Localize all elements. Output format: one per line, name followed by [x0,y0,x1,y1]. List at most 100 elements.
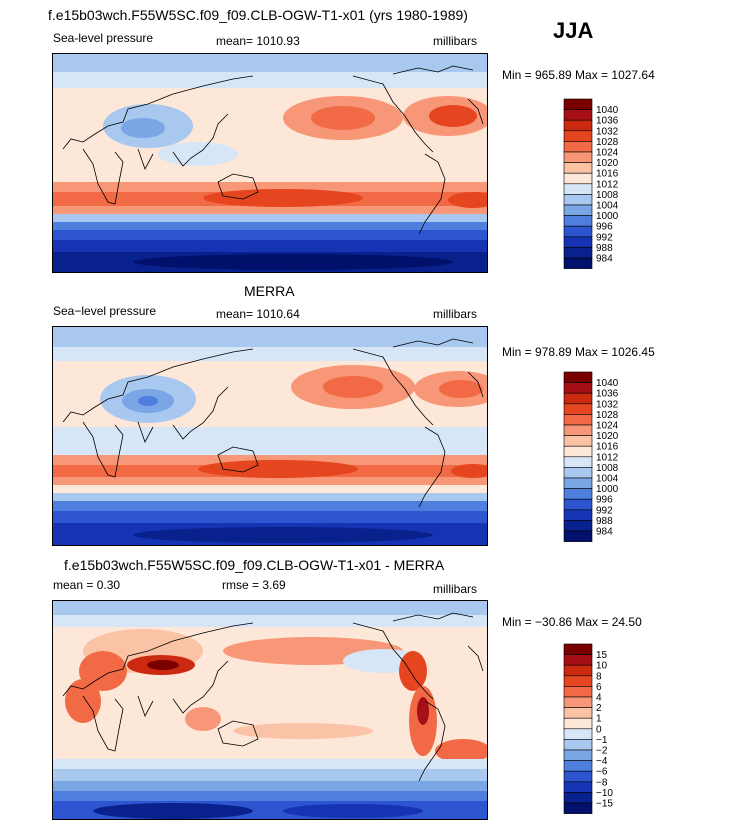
colorbar-swatch [563,382,593,394]
colorbar-tick-label: 1000 [596,484,619,495]
panel1-units: millibars [433,34,478,48]
panel3-rmse: rmse = 3.69 [222,578,286,592]
colorbar-tick-label: −2 [596,746,608,757]
colorbar-swatch [563,236,593,248]
colorbar-tick-label: 1020 [596,431,619,442]
colorbar-tick-label: 1024 [596,421,619,432]
colorbar-swatch [563,654,593,666]
colorbar-tick-label: 1016 [596,442,619,453]
colorbar-swatch [563,414,593,426]
panel1-colorbar-svg: 1040103610321028102410201016101210081004… [563,98,619,269]
colorbar-tick-label: 988 [596,243,613,254]
colorbar-tick-label: 1004 [596,474,619,485]
colorbar-swatch [563,257,593,269]
colorbar-swatch [563,498,593,511]
colorbar-tick-label: 1012 [596,452,619,463]
colorbar-tick-label: 984 [596,527,613,538]
panel3-minmax: Min = −30.86 Max = 24.50 [502,615,642,629]
colorbar-tick-label: 1016 [596,169,619,180]
colorbar-tick-label: 992 [596,232,613,243]
colorbar-tick-label: 984 [596,254,613,265]
colorbar-swatch [563,392,593,405]
colorbar-swatch [563,770,593,783]
colorbar-tick-label: 1032 [596,126,619,137]
colorbar-swatch [563,728,593,740]
colorbar-tick-label: 1040 [596,378,619,389]
colorbar-swatch [563,424,593,436]
colorbar-tick-label: 1008 [596,190,619,201]
colorbar-swatch [563,792,593,804]
colorbar-swatch [563,204,593,216]
colorbar-swatch [563,162,593,174]
colorbar-swatch [563,151,593,163]
colorbar-swatch [563,802,593,814]
colorbar-swatch [563,119,593,132]
panel2-colorbar-svg: 1040103610321028102410201016101210081004… [563,371,619,542]
colorbar-tick-label: 1008 [596,463,619,474]
colorbar-swatch [563,509,593,521]
colorbar-tick-label: 1020 [596,158,619,169]
colorbar-swatch [563,225,593,238]
panel1-title: f.e15b03wch.F55W5SC.f09_f09.CLB-OGW-T1-x… [48,7,468,23]
colorbar-tick-label: −4 [596,756,608,767]
panel3-colorbar: 15 10 8 6 4 2 1 0 −1 −2 −4 −6 −8 −10 −15 [563,643,643,815]
panel2-minmax: Min = 978.89 Max = 1026.45 [502,345,655,359]
colorbar-swatch [563,172,593,185]
colorbar-swatch [563,781,593,793]
colorbar-swatch [563,530,593,542]
colorbar-tick-label: 992 [596,505,613,516]
panel1-colorbar: 1040 1036 1032 1028 1024 1020 1016 1012 1008 1004… [563,98,643,270]
colorbar-tick-label: −10 [596,788,613,799]
colorbar-swatch [563,717,593,730]
colorbar-swatch [563,749,593,761]
colorbar-tick-label: 10 [596,661,608,672]
colorbar-swatch [563,141,593,153]
colorbar-tick-label: 1036 [596,116,619,127]
panel2-title: MERRA [244,283,295,299]
colorbar-swatch [563,247,593,259]
colorbar-tick-label: 1004 [596,201,619,212]
panel3-units: millibars [433,582,478,596]
colorbar-swatch [563,643,593,655]
colorbar-tick-label: 6 [596,682,602,693]
colorbar-tick-label: −6 [596,767,608,778]
colorbar-swatch [563,403,593,415]
colorbar-swatch [563,130,593,142]
colorbar-tick-label: 1 [596,714,602,725]
panel2-colorbar: 1040 1036 1032 1028 1024 1020 1016 1012 1008 1004… [563,371,643,543]
colorbar-swatch [563,739,593,751]
panel1-mean: mean= 1010.93 [216,34,300,48]
colorbar-swatch [563,456,593,468]
colorbar-tick-label: 8 [596,671,602,682]
colorbar-swatch [563,664,593,677]
colorbar-tick-label: 0 [596,724,602,735]
colorbar-swatch [563,520,593,532]
colorbar-tick-label: 1000 [596,211,619,222]
colorbar-swatch [563,435,593,447]
colorbar-swatch [563,215,593,227]
colorbar-swatch [563,760,593,772]
panel3-map-svg [53,601,487,819]
colorbar-swatch [563,488,593,500]
colorbar-tick-label: 1040 [596,105,619,116]
colorbar-swatch [563,445,593,458]
season-label: JJA [553,18,594,43]
colorbar-swatch [563,194,593,206]
colorbar-tick-label: −8 [596,777,608,788]
colorbar-tick-label: 1032 [596,399,619,410]
colorbar-tick-label: 988 [596,516,613,527]
colorbar-swatch [563,467,593,479]
colorbar-tick-label: 1024 [596,148,619,159]
colorbar-tick-label: 15 [596,650,608,661]
colorbar-tick-label: 1012 [596,179,619,190]
panel2-units: millibars [433,307,478,321]
panel2-map [52,326,488,546]
colorbar-swatch [563,675,593,687]
panel1-map [52,53,488,273]
colorbar-swatch [563,477,593,489]
panel2-map-svg [53,327,487,545]
panel2-variable: Sea−level pressure [53,304,157,318]
colorbar-tick-label: 1028 [596,410,619,421]
colorbar-swatch [563,109,593,121]
